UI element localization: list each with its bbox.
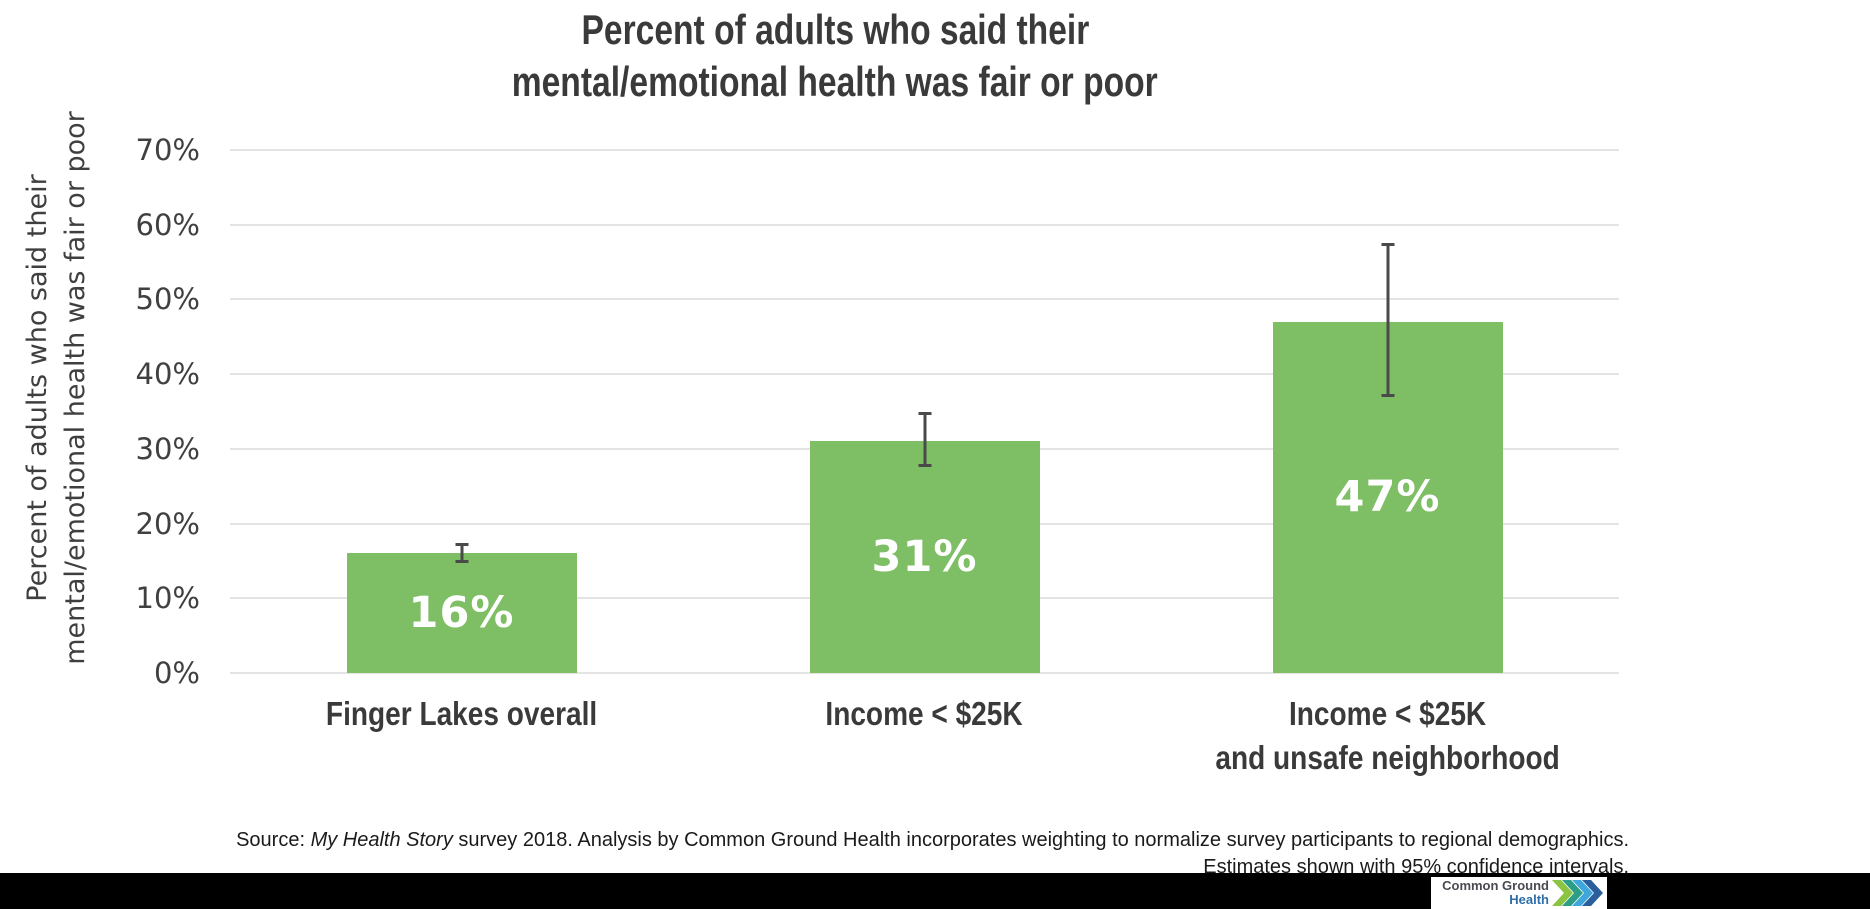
gridline-70 bbox=[230, 149, 1619, 151]
logo-chevrons-icon bbox=[1552, 880, 1603, 906]
x-category-label-text: Income < $25K bbox=[825, 695, 1024, 732]
gridline-60 bbox=[230, 223, 1619, 226]
error-bar-finger-lakes-overall bbox=[454, 542, 470, 564]
logo-chevron-3 bbox=[1572, 880, 1593, 906]
gridline-0 bbox=[230, 672, 1619, 674]
source-note: Source: My Health Story survey 2018. Ana… bbox=[230, 827, 1629, 881]
error-bar-part bbox=[923, 412, 926, 467]
error-bar-part bbox=[455, 542, 468, 546]
bar-income-25k: 31% bbox=[809, 441, 1040, 673]
gridline-40 bbox=[230, 373, 1619, 376]
logo-text-line2: Health bbox=[1509, 892, 1549, 907]
error-bar-part bbox=[1381, 242, 1394, 246]
error-bar-part bbox=[918, 463, 931, 467]
logo-chevron-2 bbox=[1562, 880, 1583, 906]
error-bar-part bbox=[918, 412, 931, 416]
gridline-50 bbox=[230, 298, 1619, 301]
y-tick-label-10: 10% bbox=[135, 581, 200, 616]
chart-title: Percent of adults who said their mental/… bbox=[0, 4, 1670, 108]
y-tick-label-30: 30% bbox=[135, 431, 200, 466]
x-category-label-income-25k-and-unsafe-neighborhood: Income < $25K and unsafe neighborhood bbox=[1088, 692, 1688, 780]
common-ground-health-logo: Common Ground Health bbox=[1431, 877, 1607, 909]
source-note-line1: Source: My Health Story survey 2018. Ana… bbox=[236, 829, 1629, 851]
y-tick-label-40: 40% bbox=[135, 357, 200, 392]
chart-title-line1: Percent of adults who said their bbox=[581, 6, 1089, 53]
y-tick-label-20: 20% bbox=[135, 506, 200, 541]
bar-finger-lakes-overall: 16% bbox=[346, 553, 577, 673]
logo-text: Common Ground Health bbox=[1442, 879, 1549, 907]
x-category-label-finger-lakes-overall: Finger Lakes overall bbox=[162, 692, 762, 736]
x-category-label-income-25k: Income < $25K bbox=[625, 692, 1225, 736]
bar-value-label-income-25k-and-unsafe-neighborhood: 47% bbox=[1334, 472, 1441, 523]
bar-value-label-finger-lakes-overall: 16% bbox=[408, 588, 515, 639]
error-bar-part bbox=[1381, 394, 1394, 398]
logo-text-line1: Common Ground bbox=[1442, 878, 1549, 893]
source-survey-name: My Health Story bbox=[310, 829, 453, 851]
y-tick-label-0: 0% bbox=[153, 656, 200, 690]
error-bar-part bbox=[460, 542, 463, 564]
error-bar-income-25k-and-unsafe-neighborhood bbox=[1380, 242, 1396, 398]
bar-value-label-income-25k: 31% bbox=[871, 532, 978, 583]
error-bar-part bbox=[455, 560, 468, 564]
y-tick-label-70: 70% bbox=[135, 133, 200, 167]
x-category-label-text: Income < $25K and unsafe neighborhood bbox=[1215, 695, 1560, 776]
chart-title-line2: mental/emotional health was fair or poor bbox=[511, 58, 1158, 105]
y-tick-label-60: 60% bbox=[135, 207, 200, 242]
error-bar-income-25k bbox=[917, 412, 933, 467]
error-bar-part bbox=[1386, 242, 1389, 398]
y-tick-label-50: 50% bbox=[135, 282, 200, 317]
logo-chevron-4 bbox=[1582, 880, 1603, 906]
logo-chevron-1 bbox=[1552, 880, 1573, 906]
source-note-line2: Estimates shown with 95% confidence inte… bbox=[1203, 856, 1629, 878]
x-category-label-text: Finger Lakes overall bbox=[325, 695, 598, 732]
plot-area: 16% 31% 47% bbox=[230, 149, 1619, 674]
